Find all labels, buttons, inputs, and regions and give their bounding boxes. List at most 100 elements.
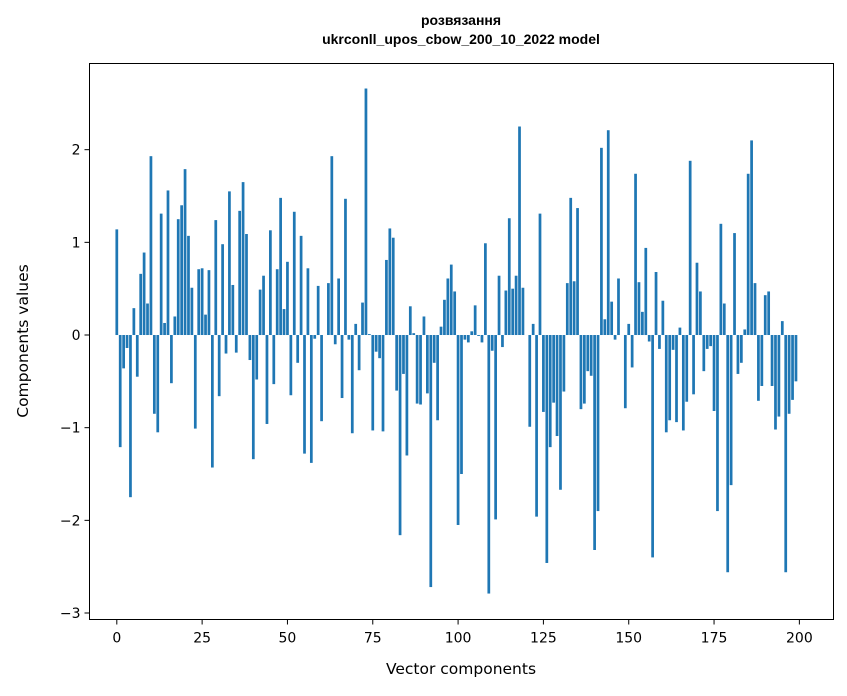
bar-137: [583, 335, 586, 404]
bar-96: [443, 299, 446, 336]
bar-147: [617, 278, 620, 336]
bar-49: [282, 309, 286, 336]
y-tick-label: −3: [60, 606, 81, 622]
bar-115: [507, 218, 511, 336]
bar-55: [303, 335, 306, 454]
bar-195: [780, 321, 784, 336]
bar-180: [729, 335, 733, 486]
bar-128: [552, 335, 556, 403]
bar-165: [678, 327, 682, 336]
bar-67: [344, 198, 347, 336]
y-tick-label: 1: [72, 235, 81, 251]
bar-60: [320, 335, 323, 422]
x-tick-label: 200: [786, 631, 813, 647]
bar-31: [221, 244, 224, 336]
bar-177: [719, 223, 723, 336]
bar-161: [664, 335, 668, 433]
bar-192: [770, 335, 774, 386]
x-axis-ticks: 0 25 50 75 100 125 150 175 200: [112, 619, 813, 647]
bar-179: [726, 335, 730, 573]
bar-199: [794, 335, 798, 382]
bar-77: [378, 335, 381, 359]
bar-102: [463, 335, 467, 340]
bar-43: [262, 275, 265, 336]
x-tick-label: 125: [530, 631, 557, 647]
bar-124: [538, 213, 542, 336]
bar-5: [132, 308, 136, 336]
bar-51: [289, 335, 293, 396]
bar-26: [204, 314, 207, 336]
y-axis-ticks: −3 −2 −1 0 1 2: [60, 143, 90, 622]
bar-72: [361, 302, 364, 336]
bar-10: [149, 156, 153, 336]
bar-65: [337, 278, 340, 336]
bar-189: [760, 335, 764, 386]
y-axis-label: Components values: [14, 264, 32, 417]
bar-141: [596, 335, 600, 512]
x-tick-label: 100: [445, 631, 472, 647]
bar-159: [658, 335, 661, 349]
bar-134: [572, 281, 576, 336]
bar-4: [129, 335, 132, 498]
bar-53: [296, 335, 300, 363]
bar-101: [460, 335, 463, 475]
bar-86: [408, 306, 412, 336]
bar-143: [603, 319, 607, 336]
bar-126: [545, 335, 549, 563]
bar-40: [251, 335, 255, 460]
bar-25: [200, 268, 204, 336]
bar-107: [480, 335, 484, 343]
bar-36: [238, 210, 242, 336]
x-axis-label: Vector components: [386, 660, 536, 678]
bar-162: [668, 335, 672, 421]
bar-103: [466, 335, 470, 343]
bar-11: [152, 335, 156, 414]
bar-62: [327, 283, 330, 336]
bar-108: [484, 243, 487, 336]
bar-191: [767, 291, 771, 336]
bar-158: [654, 272, 658, 336]
bar-154: [641, 311, 644, 336]
bar-48: [279, 197, 282, 336]
y-tick-label: 0: [72, 328, 81, 344]
bar-8: [142, 252, 146, 336]
bar-181: [733, 233, 736, 336]
bar-34: [231, 284, 235, 336]
bar-149: [623, 335, 627, 409]
bar-46: [272, 335, 276, 385]
chart-title: розвязання ukrconll_upos_cbow_200_10_2022…: [322, 12, 600, 47]
bar-104: [470, 331, 474, 336]
bar-20: [183, 169, 187, 336]
bar-47: [275, 269, 279, 336]
bar-6: [135, 335, 139, 377]
bar-23: [193, 335, 197, 429]
bar-174: [709, 335, 712, 347]
bar-151: [630, 335, 634, 368]
bar-160: [661, 300, 665, 336]
bar-145: [610, 301, 614, 336]
bar-79: [385, 259, 388, 336]
bar-90: [422, 316, 426, 336]
bar-57: [309, 335, 313, 463]
bar-41: [255, 335, 259, 380]
bar-176: [716, 335, 719, 512]
bar-70: [354, 323, 358, 336]
bar-88: [415, 335, 419, 404]
bar-7: [139, 273, 143, 336]
bar-197: [787, 335, 791, 414]
bar-14: [163, 322, 166, 336]
bar-183: [739, 335, 743, 363]
bar-152: [634, 173, 637, 336]
bar-167: [685, 335, 689, 402]
bar-45: [269, 230, 272, 336]
bar-194: [777, 335, 781, 417]
bar-3: [125, 335, 129, 348]
bar-182: [736, 335, 740, 374]
bar-150: [627, 323, 631, 336]
bar-69: [350, 335, 354, 434]
bar-188: [757, 335, 760, 401]
bar-193: [774, 335, 777, 430]
bar-171: [699, 291, 702, 336]
bar-33: [228, 191, 231, 336]
bar-81: [391, 237, 395, 336]
